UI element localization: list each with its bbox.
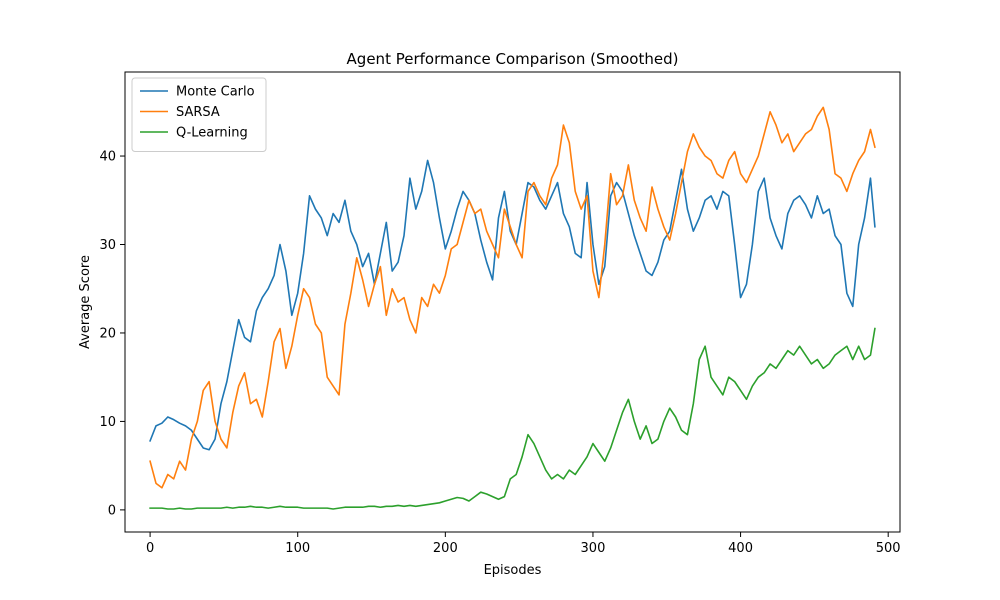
x-tick-label: 100: [285, 541, 310, 556]
series-layer: [149, 106, 876, 510]
y-tick-label: 10: [99, 415, 116, 430]
y-axis: 0 10 20 30 40: [99, 150, 125, 518]
series-line-sarsa: [149, 106, 876, 489]
y-tick-label: 0: [108, 503, 116, 518]
x-tick-label: 300: [581, 541, 606, 556]
y-tick-label: 40: [99, 150, 116, 165]
x-tick-label: 500: [876, 541, 901, 556]
y-tick-label: 30: [99, 238, 116, 253]
plot-frame: [124, 71, 901, 533]
legend-label: Q-Learning: [176, 126, 248, 141]
legend-label: Monte Carlo: [176, 85, 255, 100]
x-axis: 0 100 200 300 400 500: [146, 532, 901, 556]
chart-title: Agent Performance Comparison (Smoothed): [347, 50, 679, 68]
x-tick-label: 200: [433, 541, 458, 556]
y-tick-label: 20: [99, 326, 116, 341]
legend: Monte Carlo SARSA Q-Learning: [131, 77, 267, 152]
y-axis-label: Average Score: [78, 255, 93, 349]
x-axis-label: Episodes: [484, 563, 542, 578]
x-tick-label: 400: [728, 541, 753, 556]
legend-box: [131, 77, 267, 152]
legend-label: SARSA: [176, 105, 220, 120]
x-tick-label: 0: [146, 541, 154, 556]
series-line-q-learning: [149, 327, 876, 510]
